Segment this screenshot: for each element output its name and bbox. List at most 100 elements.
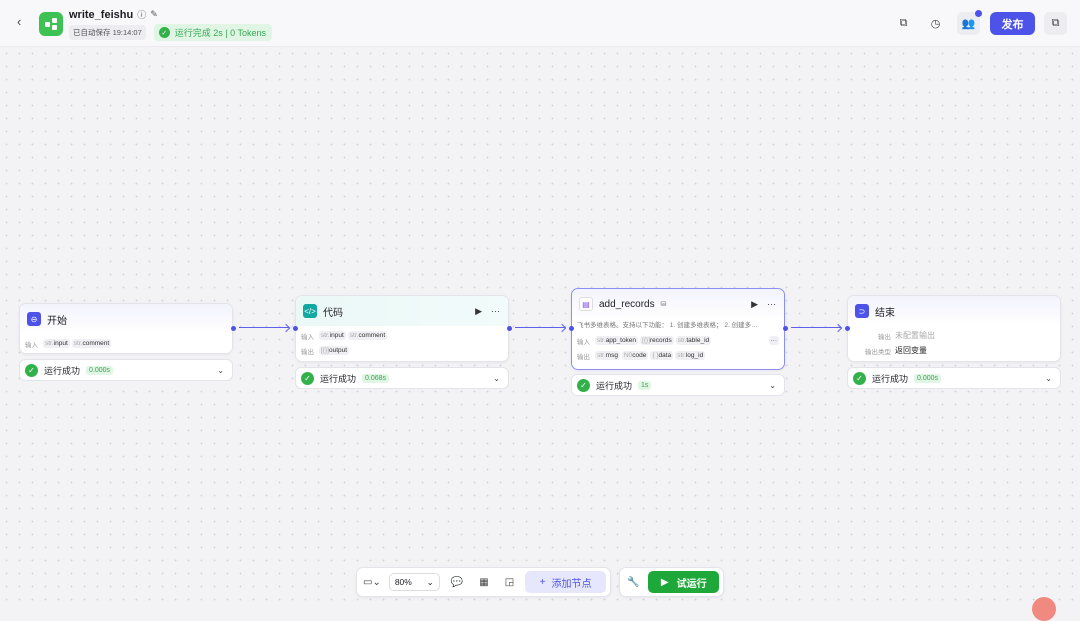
node-title: 结束	[875, 307, 895, 319]
plus-icon: +	[539, 576, 546, 588]
status-text: 运行成功	[44, 365, 81, 376]
run-node-icon[interactable]: ▶	[751, 298, 758, 309]
input-tag: str.input	[319, 331, 346, 340]
check-icon: ✓	[853, 371, 866, 385]
start-icon: ⊖	[27, 312, 41, 326]
add-node-button[interactable]: + 添加节点	[525, 571, 606, 593]
interaction-mode-icon[interactable]: ▭⌄	[363, 576, 381, 588]
check-icon: ✓	[25, 363, 38, 377]
node-end[interactable]: ⊃ 结束 输出 未配置输出 输出类型 返回变量	[847, 295, 1061, 362]
input-port[interactable]	[293, 326, 298, 331]
output-value: 未配置输出	[895, 331, 935, 340]
output-tag: str.msg	[595, 351, 620, 360]
run-status-text: 运行完成 2s | 0 Tokens	[174, 28, 266, 38]
status-bar-start[interactable]: ✓ 运行成功 0.000s ⌄	[19, 359, 233, 381]
status-text: 运行成功	[872, 373, 909, 384]
duration-badge: 0.000s	[914, 373, 942, 383]
chevron-down-icon: ⌄	[426, 576, 434, 587]
input-label: 输入	[301, 333, 314, 341]
copy-icon[interactable]: ⧉	[899, 17, 908, 29]
input-label: 输入	[577, 338, 590, 346]
duplicate-icon[interactable]: ⧉	[1044, 12, 1067, 35]
status-text: 运行成功	[320, 373, 357, 384]
title-bar: write_feishu ⓘ ✎	[69, 8, 158, 21]
table-icon: ▤	[579, 297, 593, 311]
more-icon[interactable]: ···	[767, 298, 776, 309]
node-add-records[interactable]: ▤ add_records ⛁ ▶ ··· 飞书多维表格。支持以下功能： 1. 创建多维…	[571, 288, 785, 370]
run-toolbar: 🔧 ▶ 试运行	[619, 567, 724, 597]
status-bar-end[interactable]: ✓ 运行成功 0.000s ⌄	[847, 367, 1061, 389]
end-icon: ⊃	[855, 304, 869, 318]
input-tag: str.comment	[71, 339, 112, 348]
header: ‹ write_feishu ⓘ ✎ 已自动保存 19:14:07 ✓ 运行完成 …	[0, 0, 1080, 47]
chevron-down-icon[interactable]: ⌄	[493, 373, 500, 383]
input-port[interactable]	[569, 326, 574, 331]
node-title: 开始	[47, 315, 67, 327]
assistant-avatar[interactable]	[1032, 597, 1056, 621]
input-tag: str.app_token	[595, 336, 639, 345]
history-icon[interactable]: ◷	[930, 18, 941, 30]
output-tag: { }data	[650, 351, 674, 360]
output-type-label: 输出类型	[865, 348, 891, 356]
info-icon[interactable]: ⓘ	[137, 10, 147, 20]
output-port[interactable]	[507, 326, 512, 331]
node-code[interactable]: </> 代码 ▶ ··· 输入 str.input str.comment 输出 [{…	[295, 295, 509, 362]
layout-icon[interactable]: ▦	[479, 576, 489, 588]
back-icon[interactable]: ‹	[17, 14, 22, 29]
output-tag: N0code	[621, 351, 649, 360]
edge-start-code	[239, 327, 289, 329]
workflow-title: write_feishu	[69, 8, 134, 21]
node-start[interactable]: ⊖ 开始 输入 str.input str.comment	[19, 303, 233, 354]
input-port[interactable]	[845, 326, 850, 331]
canvas-toolbar: ▭⌄ 80% ⌄ 💬 ▦ ◲ + 添加节点	[356, 567, 611, 597]
duration-badge: 0.068s	[362, 373, 390, 383]
zoom-value: 80%	[394, 577, 412, 587]
run-node-icon[interactable]: ▶	[475, 305, 482, 316]
node-description: 飞书多维表格。支持以下功能： 1. 创建多维表格； 2. 创建多…	[577, 322, 758, 329]
check-icon: ✓	[301, 371, 314, 385]
autosave-label: 已自动保存 19:14:07	[69, 25, 146, 40]
collaborators-icon[interactable]: 👥	[957, 10, 982, 35]
input-tag: [{}]records	[640, 336, 674, 345]
node-title: 代码	[323, 307, 343, 319]
edit-icon[interactable]: ✎	[150, 9, 158, 19]
check-icon: ✓	[158, 27, 170, 38]
edge-add-records-end	[791, 327, 841, 329]
trial-run-label: 试运行	[676, 578, 707, 590]
output-label: 输出	[878, 333, 891, 341]
status-bar-add-records[interactable]: ✓ 运行成功 1s ⌄	[571, 374, 785, 396]
output-label: 输出	[301, 348, 314, 356]
output-tag: [{}]output	[319, 346, 350, 355]
run-status-badge: ✓ 运行完成 2s | 0 Tokens	[153, 24, 272, 41]
output-label: 输出	[577, 353, 590, 361]
status-bar: 已自动保存 19:14:07 ✓ 运行完成 2s | 0 Tokens	[69, 24, 272, 41]
code-icon: </>	[303, 304, 317, 318]
status-bar-code[interactable]: ✓ 运行成功 0.068s ⌄	[295, 367, 509, 389]
output-port[interactable]	[231, 326, 236, 331]
debug-icon[interactable]: 🔧	[627, 576, 640, 588]
chevron-down-icon[interactable]: ⌄	[769, 380, 776, 390]
input-tag: str.table_id	[675, 336, 712, 345]
output-port[interactable]	[783, 326, 788, 331]
zoom-select[interactable]: 80% ⌄	[388, 573, 440, 591]
output-tag: str.log_id	[675, 351, 706, 360]
status-text: 运行成功	[596, 380, 633, 391]
add-node-label: 添加节点	[551, 578, 592, 590]
trial-run-button[interactable]: ▶ 试运行	[648, 571, 719, 593]
app-logo	[39, 12, 63, 36]
chevron-down-icon[interactable]: ⌄	[1045, 373, 1052, 383]
output-type-value: 返回变量	[895, 346, 927, 355]
check-icon: ✓	[577, 378, 590, 392]
more-icon[interactable]: ···	[491, 305, 500, 316]
more-inputs-button[interactable]: ···	[768, 336, 779, 345]
duration-badge: 0.000s	[86, 365, 114, 375]
edge-code-add-records	[515, 327, 565, 329]
input-tag: str.input	[43, 339, 70, 348]
chevron-down-icon[interactable]: ⌄	[217, 365, 224, 375]
comment-icon[interactable]: 💬	[450, 576, 464, 588]
node-title: add_records	[599, 298, 655, 310]
minimap-icon[interactable]: ◲	[504, 576, 515, 588]
duration-badge: 1s	[638, 380, 652, 390]
input-tag: str.comment	[347, 331, 388, 340]
publish-button[interactable]: 发布	[990, 12, 1035, 35]
